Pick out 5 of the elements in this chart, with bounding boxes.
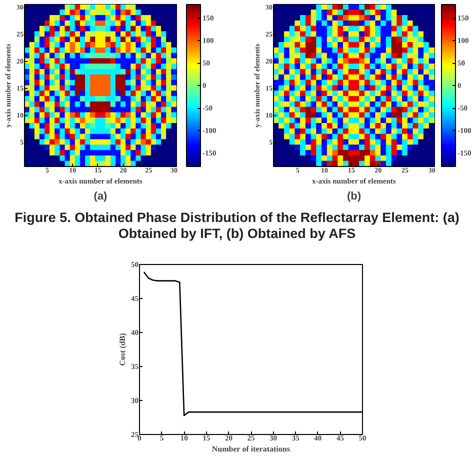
caption: Figure 5. Obtained Phase Distribution of the Reflectarray Element: (a) Obtained by IFT, (b) Obtained by AFS: [14, 210, 460, 242]
y-axis-title: Cost (dB): [118, 332, 127, 366]
text: (b): [346, 190, 362, 202]
x-axis-title: Number of iteratations: [212, 444, 290, 454]
text: (a): [94, 190, 108, 202]
